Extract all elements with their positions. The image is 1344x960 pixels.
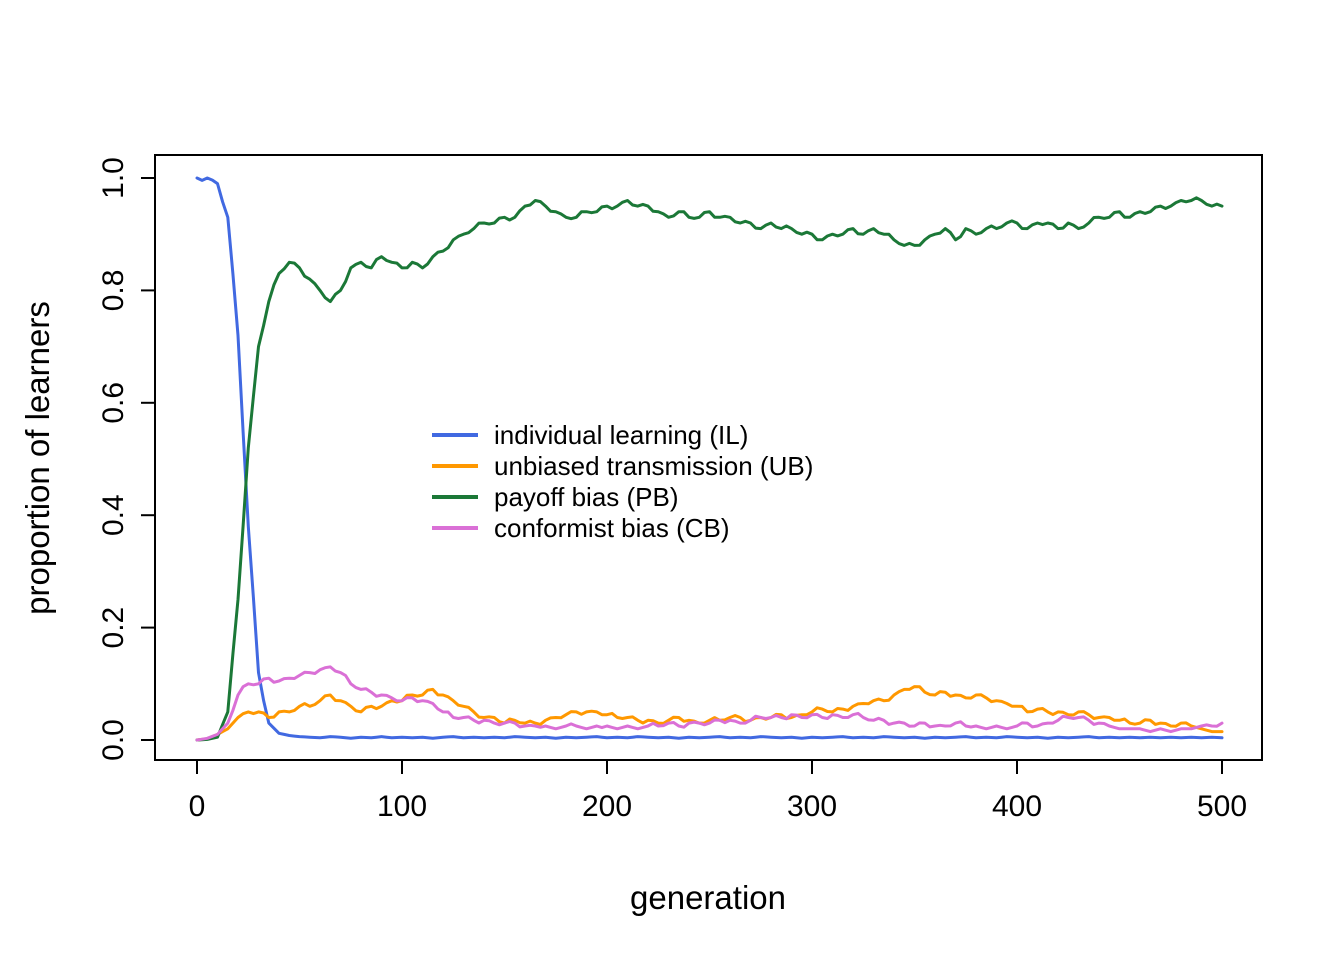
y-tick-label: 0.2 [97, 607, 130, 649]
y-tick-label: 0.6 [97, 382, 130, 424]
x-tick-label: 0 [189, 790, 206, 823]
y-axis-title: proportion of learners [19, 301, 56, 615]
y-tick-label: 0.0 [97, 719, 130, 761]
legend-label-pb: payoff bias (PB) [494, 482, 679, 512]
legend-label-il: individual learning (IL) [494, 420, 748, 450]
series-line-il [195, 176, 1224, 740]
x-tick-label: 400 [992, 790, 1042, 823]
plot-frame [154, 154, 1263, 761]
legend-label-cb: conformist bias (CB) [494, 513, 730, 543]
x-tick-label: 100 [377, 790, 427, 823]
series-line-pb [195, 196, 1224, 742]
series-line-ub [195, 685, 1224, 742]
y-tick-label: 0.4 [97, 494, 130, 536]
y-tick-label: 1.0 [97, 157, 130, 199]
legend-label-ub: unbiased transmission (UB) [494, 451, 813, 481]
y-tick-label: 0.8 [97, 270, 130, 312]
x-tick-label: 200 [582, 790, 632, 823]
x-tick-label: 500 [1197, 790, 1247, 823]
x-tick-label: 300 [787, 790, 837, 823]
x-axis-title: generation [630, 879, 786, 916]
series-line-cb [195, 665, 1224, 742]
